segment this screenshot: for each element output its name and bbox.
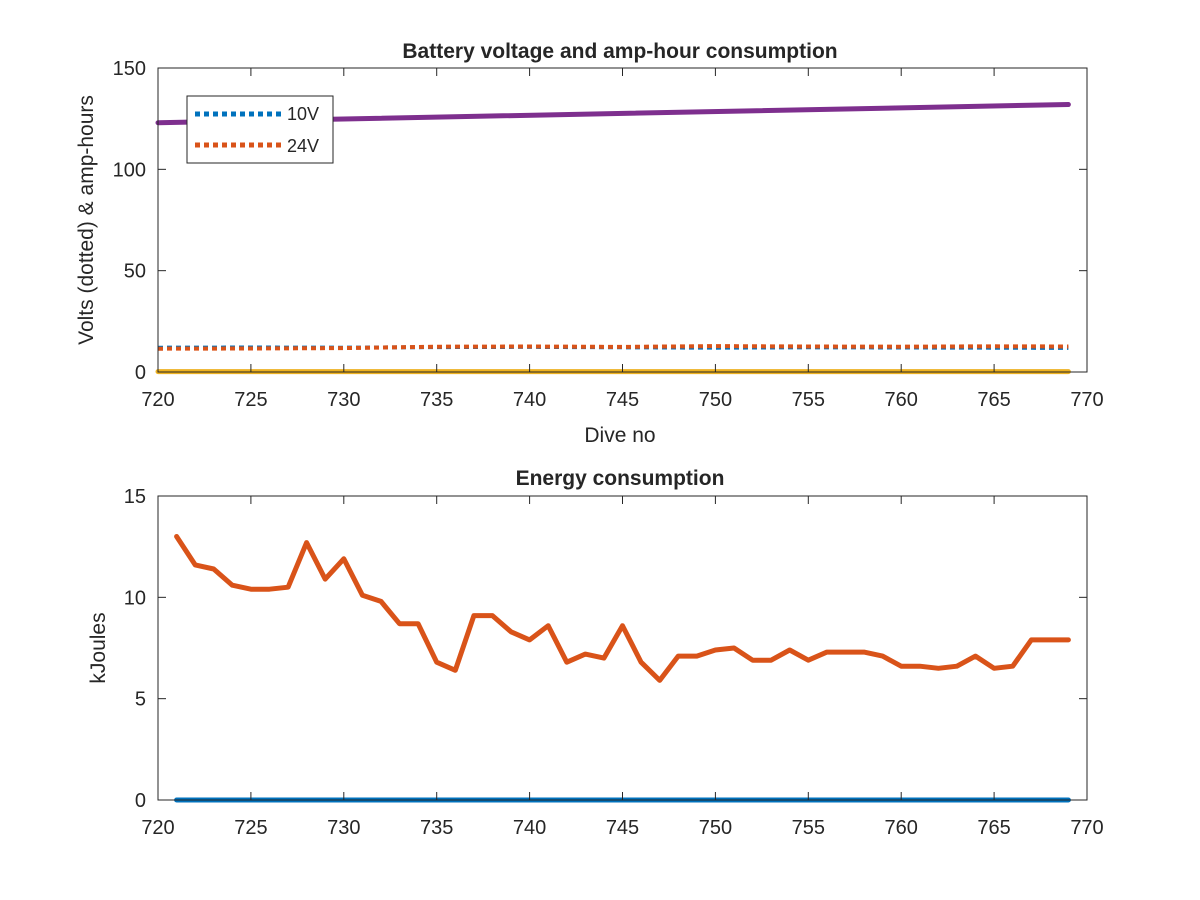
x-tick-label: 770	[1070, 389, 1103, 411]
chart-energy: Energy consumption kJoules 720 725 730 735 7…	[87, 467, 1104, 839]
axes-box	[157, 495, 1088, 801]
y-tick-label: 0	[135, 790, 146, 812]
legend: 10V 24V	[186, 95, 334, 164]
x-tick-label: 760	[885, 817, 918, 839]
x-tick-label: 725	[234, 389, 267, 411]
x-tick-label: 730	[327, 389, 360, 411]
x-tick-label: 730	[327, 817, 360, 839]
x-tick-label: 720	[141, 389, 174, 411]
x-tick-label: 740	[513, 389, 546, 411]
x-tick-label: 755	[792, 817, 825, 839]
legend-box	[186, 95, 334, 164]
y-axis-label: Volts (dotted) & amp-hours	[75, 95, 98, 345]
y-tick-label: 150	[113, 58, 146, 80]
y-axis-label: kJoules	[87, 612, 110, 683]
plot-area: 720 725 730 735 740 745 750 755 760 765 770 0 5 10 15	[124, 486, 1104, 839]
chart-title: Battery voltage and amp-hour consumption	[402, 40, 837, 63]
x-tick-label: 725	[234, 817, 267, 839]
x-tick-label: 770	[1070, 817, 1103, 839]
x-tick-label: 740	[513, 817, 546, 839]
x-tick-label: 735	[420, 817, 453, 839]
chart-battery: Battery voltage and amp-hour consumption…	[75, 40, 1104, 447]
y-tick-label: 0	[135, 362, 146, 384]
y-tick-label: 15	[124, 486, 146, 508]
plot-area: 720 725 730 735 740 745 750 755 760 765 770 0 50 100 1…	[113, 58, 1104, 411]
series-line-energy	[174, 534, 1071, 683]
legend-label-10v: 10V	[287, 104, 319, 124]
y-tick-label: 100	[113, 159, 146, 181]
x-tick-label: 765	[977, 817, 1010, 839]
x-tick-label: 760	[885, 389, 918, 411]
x-tick-label: 755	[792, 389, 825, 411]
x-tick-label: 720	[141, 817, 174, 839]
series-line-24v	[157, 344, 1069, 351]
y-tick-label: 10	[124, 587, 146, 609]
legend-label-24v: 24V	[287, 136, 319, 156]
x-tick-label: 745	[606, 389, 639, 411]
y-tick-label: 50	[124, 261, 146, 283]
x-axis-label: Dive no	[584, 424, 655, 447]
x-tick-label: 750	[699, 817, 732, 839]
x-tick-label: 745	[606, 817, 639, 839]
chart-title: Energy consumption	[516, 467, 725, 490]
y-tick-label: 5	[135, 689, 146, 711]
x-tick-label: 735	[420, 389, 453, 411]
x-tick-label: 765	[977, 389, 1010, 411]
x-tick-label: 750	[699, 389, 732, 411]
